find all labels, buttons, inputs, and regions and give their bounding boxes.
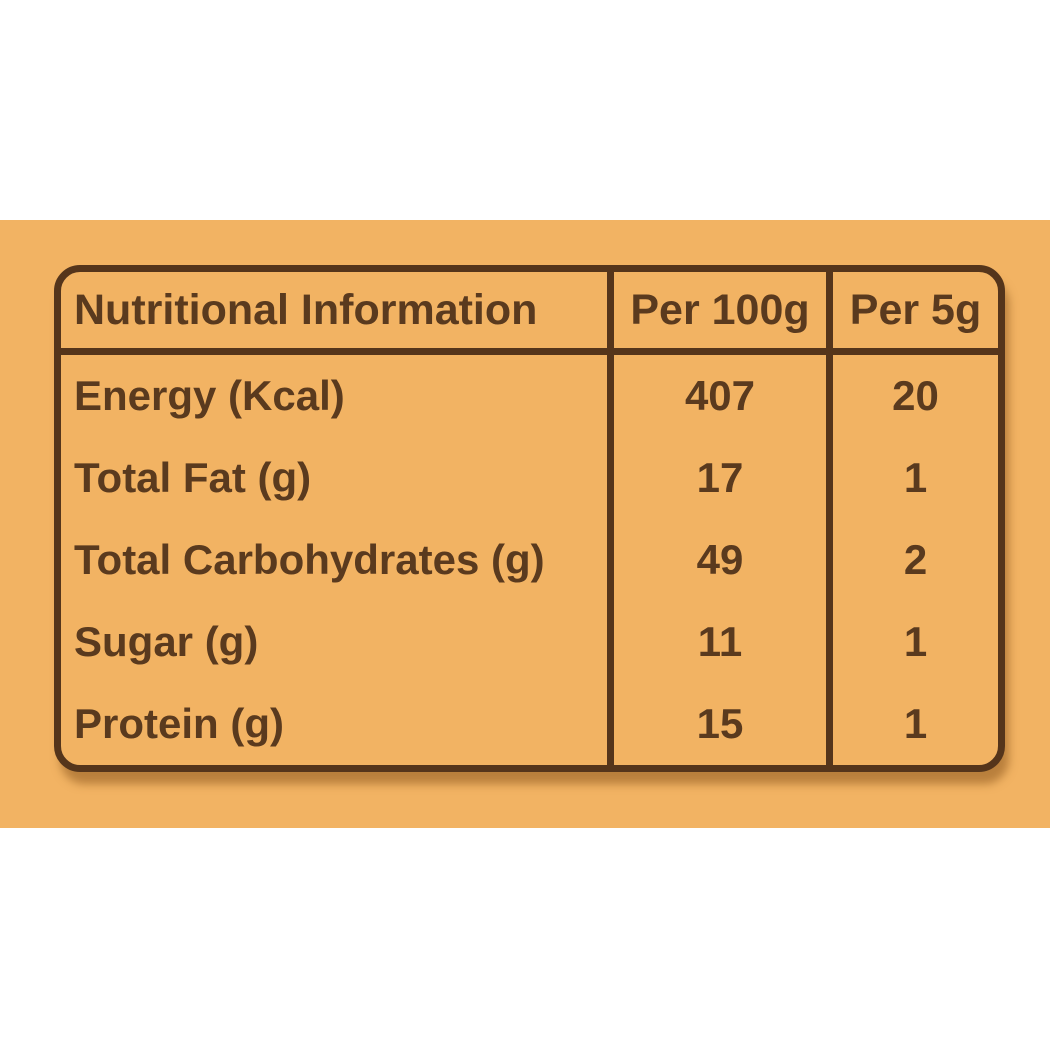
row-label: Total Carbohydrates (g) [61, 519, 614, 601]
table-row-sugar: Sugar (g) 11 1 [61, 601, 998, 683]
nutrition-table: Nutritional Information Per 100g Per 5g … [54, 265, 1005, 772]
row-value-per-5g: 20 [892, 372, 939, 419]
table-row-total-fat: Total Fat (g) 17 1 [61, 437, 998, 519]
row-value-per-100g: 407 [614, 355, 833, 437]
row-label: Sugar (g) [61, 601, 614, 683]
row-value-per-100g: 49 [614, 519, 833, 601]
row-value-per-5g: 2 [903, 536, 928, 583]
header-per-100g: Per 100g [614, 272, 833, 348]
table-row-energy: Energy (Kcal) 407 20 [61, 355, 998, 437]
row-value-per-100g: 17 [614, 437, 833, 519]
table-header-row: Nutritional Information Per 100g Per 5g [61, 272, 998, 355]
row-label: Total Fat (g) [61, 437, 614, 519]
row-value-per-100g: 11 [614, 601, 833, 683]
row-value-per-5g: 1 [903, 700, 928, 747]
header-nutritional-information: Nutritional Information [61, 272, 614, 348]
header-per-5g: Per 5g [849, 285, 982, 334]
row-value-per-5g: 1 [903, 618, 928, 665]
row-value-per-5g: 1 [903, 454, 928, 501]
table-row-protein: Protein (g) 15 1 [61, 683, 998, 765]
row-value-per-100g: 15 [614, 683, 833, 765]
row-label: Energy (Kcal) [61, 355, 614, 437]
table-row-total-carbohydrates: Total Carbohydrates (g) 49 2 [61, 519, 998, 601]
row-label: Protein (g) [61, 683, 614, 765]
